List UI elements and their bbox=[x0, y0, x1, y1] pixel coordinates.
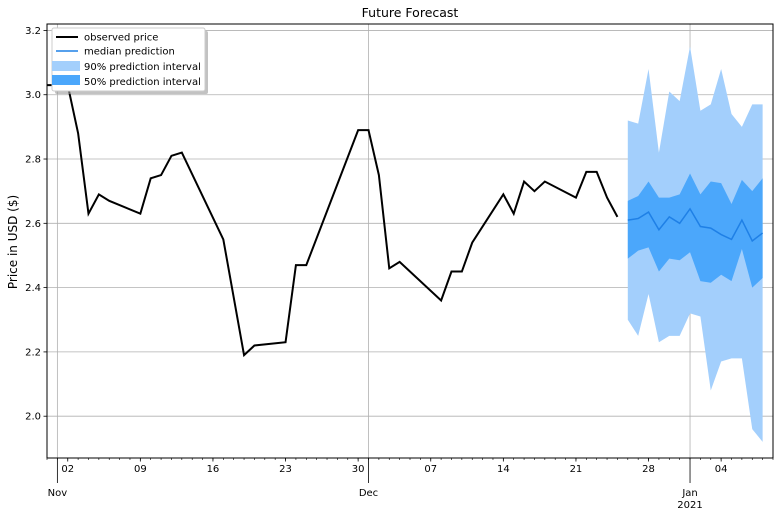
chart-title: Future Forecast bbox=[362, 5, 459, 20]
legend-box bbox=[51, 27, 206, 92]
median-line bbox=[627, 207, 764, 243]
legend-label-observed: observed price bbox=[84, 33, 158, 44]
legend-label-median: median prediction bbox=[84, 47, 175, 58]
band-50 bbox=[627, 173, 763, 288]
x-minor-label: 23 bbox=[279, 464, 292, 475]
y-tick-label: 2.2 bbox=[25, 347, 41, 358]
median-layer bbox=[627, 207, 764, 243]
x-major-sublabel: 2021 bbox=[677, 500, 702, 511]
observed-line bbox=[47, 84, 619, 358]
x-major-label: Jan bbox=[681, 488, 697, 499]
plot-area bbox=[46, 23, 774, 459]
y-tick-label: 2.0 bbox=[25, 412, 41, 423]
x-major-label: Dec bbox=[359, 488, 378, 499]
legend-swatch-50 bbox=[52, 75, 80, 85]
x-minor-label: 02 bbox=[61, 464, 74, 475]
y-axis-label: Price in USD ($) bbox=[6, 195, 20, 289]
x-minor-label: 07 bbox=[424, 464, 437, 475]
x-minor-label: 28 bbox=[642, 464, 655, 475]
y-tick-label: 2.6 bbox=[25, 219, 41, 230]
y-tick-label: 3.2 bbox=[25, 26, 41, 37]
y-axis: 2.0 2.2 2.4 2.6 2.8 3.0 3.2 bbox=[25, 26, 47, 423]
x-major-label: Nov bbox=[48, 488, 68, 499]
x-minor-label: 16 bbox=[207, 464, 220, 475]
legend-swatch-90 bbox=[52, 61, 80, 71]
legend: observed price median prediction 90% pre… bbox=[51, 27, 208, 94]
y-tick-label: 2.8 bbox=[25, 155, 41, 166]
legend-label-50: 50% prediction interval bbox=[84, 77, 201, 88]
x-minor-label: 09 bbox=[134, 464, 147, 475]
observed-layer bbox=[47, 84, 619, 358]
x-minor-label: 30 bbox=[352, 464, 365, 475]
x-minor-label: 04 bbox=[715, 464, 728, 475]
legend-label-90: 90% prediction interval bbox=[84, 62, 201, 73]
band-50-layer bbox=[627, 173, 763, 288]
y-tick-label: 2.4 bbox=[25, 283, 41, 294]
x-minor-label: 21 bbox=[570, 464, 583, 475]
y-tick-label: 3.0 bbox=[25, 90, 41, 101]
x-minor-label: 14 bbox=[497, 464, 510, 475]
